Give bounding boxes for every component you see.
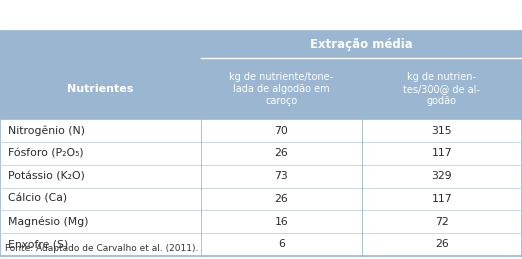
Bar [0, 233, 522, 256]
Text: 16: 16 [275, 217, 288, 227]
Bar [0, 58, 522, 119]
Text: 117: 117 [432, 148, 452, 158]
Text: Fonte: Adaptado de Carvalho et al. (2011).: Fonte: Adaptado de Carvalho et al. (2011… [5, 243, 198, 253]
Text: kg de nutrien-
tes/300@ de al-
godão: kg de nutrien- tes/300@ de al- godão [404, 72, 480, 106]
Text: Enxofre (S): Enxofre (S) [8, 240, 68, 249]
Text: Cálcio (Ca): Cálcio (Ca) [8, 194, 67, 204]
Bar [0, 165, 522, 188]
Text: Nutrientes: Nutrientes [67, 84, 134, 94]
Text: Extração média: Extração média [310, 38, 413, 51]
Text: 6: 6 [278, 240, 285, 249]
Text: 26: 26 [435, 240, 449, 249]
Text: Magnésio (Mg): Magnésio (Mg) [8, 217, 88, 227]
Text: 117: 117 [432, 194, 452, 204]
Text: 26: 26 [275, 148, 288, 158]
Text: 315: 315 [432, 126, 452, 135]
Text: 70: 70 [275, 126, 288, 135]
Text: Fósforo (P₂O₅): Fósforo (P₂O₅) [8, 148, 84, 158]
Text: 26: 26 [275, 194, 288, 204]
Bar [0, 142, 522, 165]
Text: 329: 329 [432, 171, 452, 181]
Bar [0, 31, 522, 58]
Bar [0, 210, 522, 233]
Text: 72: 72 [435, 217, 449, 227]
Text: Nitrogênio (N): Nitrogênio (N) [8, 125, 85, 136]
Text: Potássio (K₂O): Potássio (K₂O) [8, 171, 85, 181]
Text: 73: 73 [275, 171, 288, 181]
Bar [0, 119, 522, 142]
Text: kg de nutriente/tone-
lada de algodão em
caroço: kg de nutriente/tone- lada de algodão em… [229, 72, 334, 106]
Bar [0, 188, 522, 210]
